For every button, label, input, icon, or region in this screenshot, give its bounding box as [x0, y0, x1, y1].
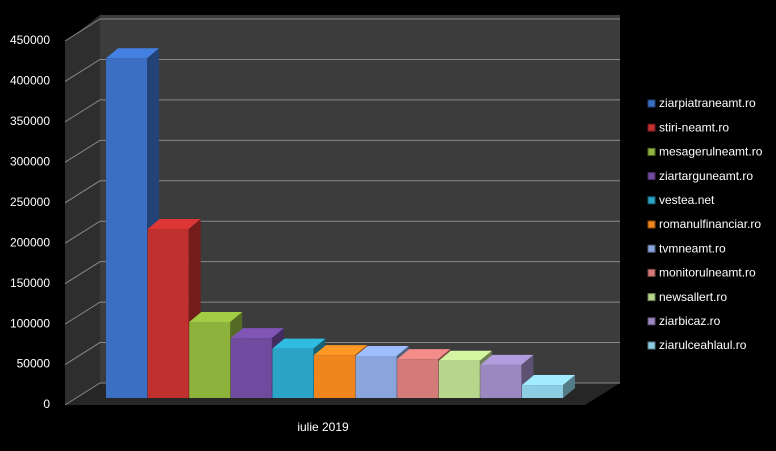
bar-group [522, 375, 575, 398]
back-wall [100, 15, 620, 383]
legend-label: ziarbicaz.ro [659, 314, 721, 328]
legend-swatch [647, 268, 656, 277]
bars [106, 48, 575, 399]
bar-top [355, 345, 409, 356]
legend-swatch [647, 147, 656, 156]
y-tick-label: 350000 [10, 114, 50, 128]
legend-swatch [647, 341, 656, 350]
legend-label: vestea.net [659, 193, 715, 207]
legend-label: mesagerulneamt.ro [659, 145, 763, 159]
bar-top [480, 354, 534, 365]
bar-top [438, 350, 492, 361]
bar [106, 58, 147, 399]
legend-swatch [647, 123, 656, 132]
bar-top [230, 328, 284, 339]
bar-top [397, 349, 451, 360]
y-tick-label: 150000 [10, 276, 50, 290]
grid-line [64, 261, 620, 285]
legend-swatch [647, 172, 656, 181]
grid-line [64, 220, 620, 244]
y-tick-label: 300000 [10, 155, 50, 169]
grid-line [64, 301, 620, 325]
legend-swatch [647, 220, 656, 229]
y-tick-label: 250000 [10, 195, 50, 209]
legend-swatch [647, 293, 656, 302]
legend-label: romanulfinanciar.ro [659, 217, 761, 231]
grid-line [64, 180, 620, 204]
grid-line [64, 18, 620, 42]
legend-swatch [647, 99, 656, 108]
legend-label: monitorulneamt.ro [659, 266, 756, 280]
legend-label: tvmneamt.ro [659, 241, 726, 255]
y-tick-label: 450000 [10, 33, 50, 47]
bar [147, 228, 189, 398]
bar-top [314, 345, 367, 356]
bar [480, 364, 522, 398]
grid-line [64, 139, 620, 163]
bar [355, 355, 397, 398]
legend-swatch [647, 196, 656, 205]
bar-top [189, 311, 243, 322]
x-tick-label: iulie 2019 [297, 420, 349, 434]
grid-line [64, 342, 620, 365]
y-tick-label: 100000 [10, 316, 50, 330]
bar-top [522, 375, 575, 386]
y-tick-label: 200000 [10, 235, 50, 249]
y-tick-label: 50000 [17, 357, 51, 371]
legend-label: ziarulceahlaul.ro [659, 338, 747, 352]
y-tick-label: 400000 [10, 74, 50, 88]
bar [397, 359, 439, 398]
bar [314, 355, 355, 398]
legend-label: stiri-neamt.ro [659, 120, 729, 134]
legend-label: newsallert.ro [659, 290, 727, 304]
bar [522, 385, 563, 398]
bar-top [106, 48, 159, 59]
legend: ziarpiatraneamt.ro stiri-neamt.ro mesageru… [647, 96, 763, 352]
bar-side [563, 375, 575, 398]
legend-swatch [647, 244, 656, 253]
side-wall [65, 15, 100, 405]
grid-line [64, 58, 620, 82]
bar [189, 321, 231, 398]
legend-swatch [647, 317, 656, 326]
bar-group [438, 350, 492, 398]
grid: 0 50000 100000 150000 200000 250000 300000 3500… [10, 18, 620, 411]
bar-top [272, 338, 326, 349]
bar [230, 338, 272, 398]
y-tick-label: 0 [43, 397, 50, 411]
bar [438, 360, 480, 398]
grid-line [64, 99, 620, 123]
legend-label: ziarpiatraneamt.ro [659, 96, 756, 110]
bar [272, 348, 314, 398]
legend-label: ziartarguneamt.ro [659, 169, 753, 183]
bar-top [147, 218, 201, 229]
